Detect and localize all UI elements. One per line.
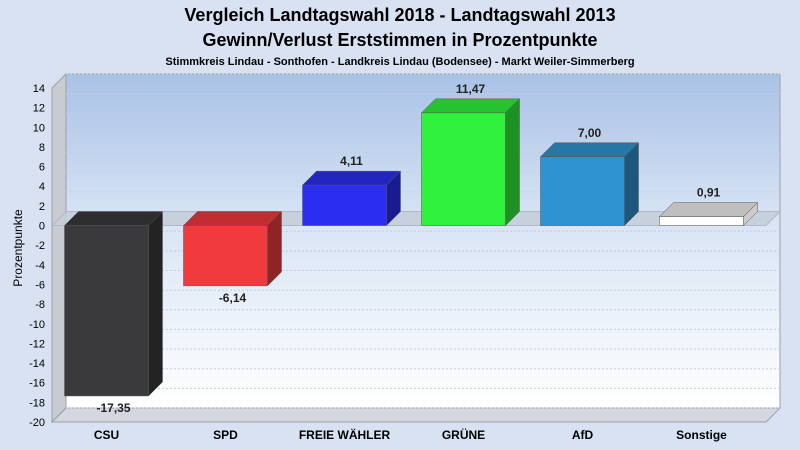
y-tick-label: 12 [33, 103, 45, 115]
y-tick-label: -10 [29, 319, 45, 331]
y-axis-label: Prozentpunkte [11, 209, 25, 287]
data-label: -6,14 [219, 291, 247, 305]
plot-floor [50, 407, 782, 423]
y-tick-label: -8 [35, 299, 45, 311]
y-tick-label: -14 [29, 358, 45, 370]
y-tick-label: 10 [33, 122, 45, 134]
category-label: AfD [572, 428, 594, 442]
category-label: SPD [213, 428, 238, 442]
y-tick-label: 0 [39, 221, 45, 233]
bar-grüne [420, 98, 521, 227]
category-label: CSU [94, 428, 119, 442]
y-tick-label: 14 [33, 83, 45, 95]
bar-csu [63, 210, 164, 397]
bars: -17,35 -6,14 4,11 11,47 7,00 0,91 [63, 82, 759, 415]
data-label: 7,00 [578, 126, 602, 140]
category-label: Sonstige [676, 428, 727, 442]
bar-afd [539, 142, 640, 227]
y-tick-label: 8 [39, 142, 45, 154]
y-tick-label: 2 [39, 201, 45, 213]
bar-freie-wähler [301, 170, 402, 227]
y-tick-label: 6 [39, 162, 45, 174]
y-tick-label: -2 [35, 240, 45, 252]
bar-spd [182, 210, 283, 287]
category-label: FREIE WÄHLER [299, 427, 391, 442]
data-label: 4,11 [340, 154, 363, 168]
y-axis-ticks: 14 12 10 8 6 4 2 0 -2 -4 -6 -8 -10 -12 -14 -16 -18 -20 [29, 83, 45, 429]
chart-subtitle: Gewinn/Verlust Erststimmen in Prozentpun… [202, 30, 597, 50]
chart-subsubtitle: Stimmkreis Lindau - Sonthofen - Landkrei… [165, 56, 634, 68]
data-label: 0,91 [697, 186, 721, 200]
data-label: -17,35 [96, 401, 130, 415]
y-tick-label: -18 [29, 397, 45, 409]
category-labels: CSU SPD FREIE WÄHLER GRÜNE AfD Sonstige [94, 427, 727, 442]
bar-sonstige [658, 201, 759, 227]
category-label: GRÜNE [442, 427, 485, 442]
y-tick-label: -6 [35, 279, 45, 291]
y-tick-label: -20 [29, 417, 45, 429]
plot-left-wall [51, 72, 67, 424]
y-tick-label: -4 [35, 260, 45, 272]
y-tick-label: 4 [39, 181, 45, 193]
data-label: 11,47 [456, 82, 486, 96]
y-tick-label: -16 [29, 378, 45, 390]
y-tick-label: -12 [29, 338, 45, 350]
chart-title: Vergleich Landtagswahl 2018 - Landtagswa… [184, 5, 615, 25]
